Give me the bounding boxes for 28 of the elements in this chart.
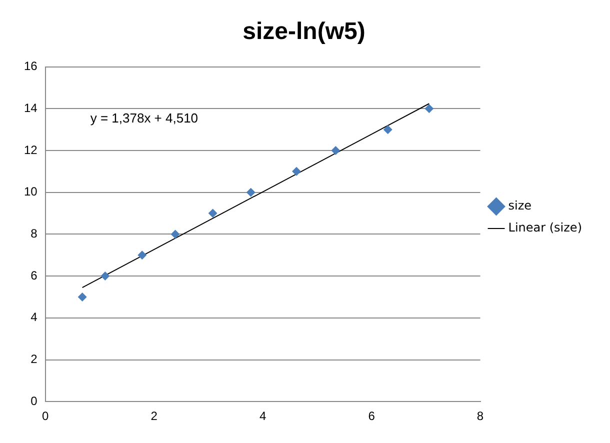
y-tick-label: 8 [30,226,38,241]
point [331,146,340,155]
annotation: y = 1,378x + 4,510 [90,110,198,126]
y-tick-label: 6 [30,268,38,282]
point [424,104,434,114]
point [246,188,256,197]
point [208,208,218,218]
point [383,125,392,134]
chart-title: size-ln(w5) [242,18,366,46]
x-tick-label: 0 [42,409,50,424]
legend-label: size [508,198,532,213]
point [100,272,110,281]
y-tick-label: 0 [30,394,38,408]
point [170,230,180,239]
y-tick-label: 12 [24,142,38,157]
point [138,250,147,260]
y-tick-label: 2 [30,352,38,366]
point [78,292,87,302]
legend-label: Linear (size) [508,220,582,235]
y-tick-label: 4 [30,310,38,324]
y-tick-label: 16 [24,59,38,74]
x-tick-label: 6 [368,409,376,424]
y-tick-label: 10 [24,184,38,199]
point [292,166,302,176]
x-tick-label: 2 [150,409,158,424]
x-tick-label: 4 [259,409,266,424]
y-tick-label: 14 [24,100,38,115]
x-tick-label: 8 [476,409,484,424]
